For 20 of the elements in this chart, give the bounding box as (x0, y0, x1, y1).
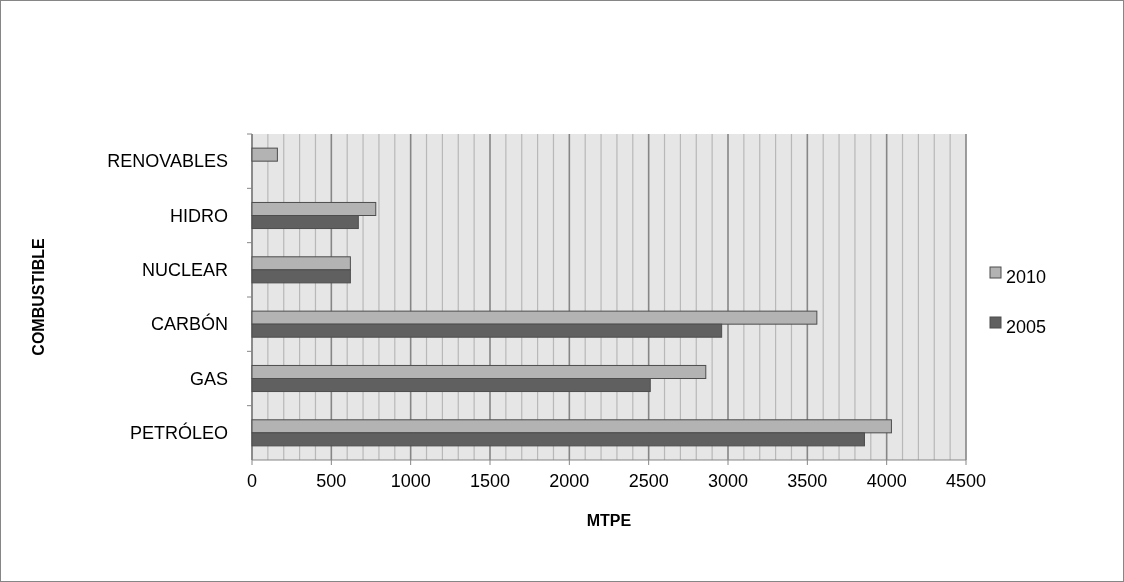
x-tick-label: 0 (246, 471, 258, 491)
x-tick-label: 4000 (866, 471, 907, 491)
x-tick-label: 2000 (549, 471, 590, 491)
x-tick-label: 2500 (628, 471, 669, 491)
x-tick-label: 3500 (787, 471, 828, 491)
y-tick-label: CARBÓN (150, 313, 228, 335)
x-tick-label: 1500 (469, 471, 511, 491)
y-tick-label: PETRÓLEO (129, 421, 228, 443)
legend-label: 2010 (1006, 266, 1047, 287)
x-tick-label: 3000 (707, 471, 749, 491)
x-tick-label: 500 (316, 471, 347, 491)
y-axis-title: COMBUSTIBLE (30, 238, 47, 356)
y-tick-label: NUCLEAR (141, 259, 228, 280)
y-tick-label: GAS (189, 368, 228, 389)
x-axis-title: MTPE (586, 512, 632, 529)
legend-label: 2005 (1006, 316, 1047, 337)
y-tick-label: RENOVABLES (107, 151, 228, 172)
y-tick-label: HIDRO (170, 205, 228, 226)
x-tick-label: 4500 (945, 471, 987, 491)
x-tick-label: 1000 (390, 471, 431, 491)
